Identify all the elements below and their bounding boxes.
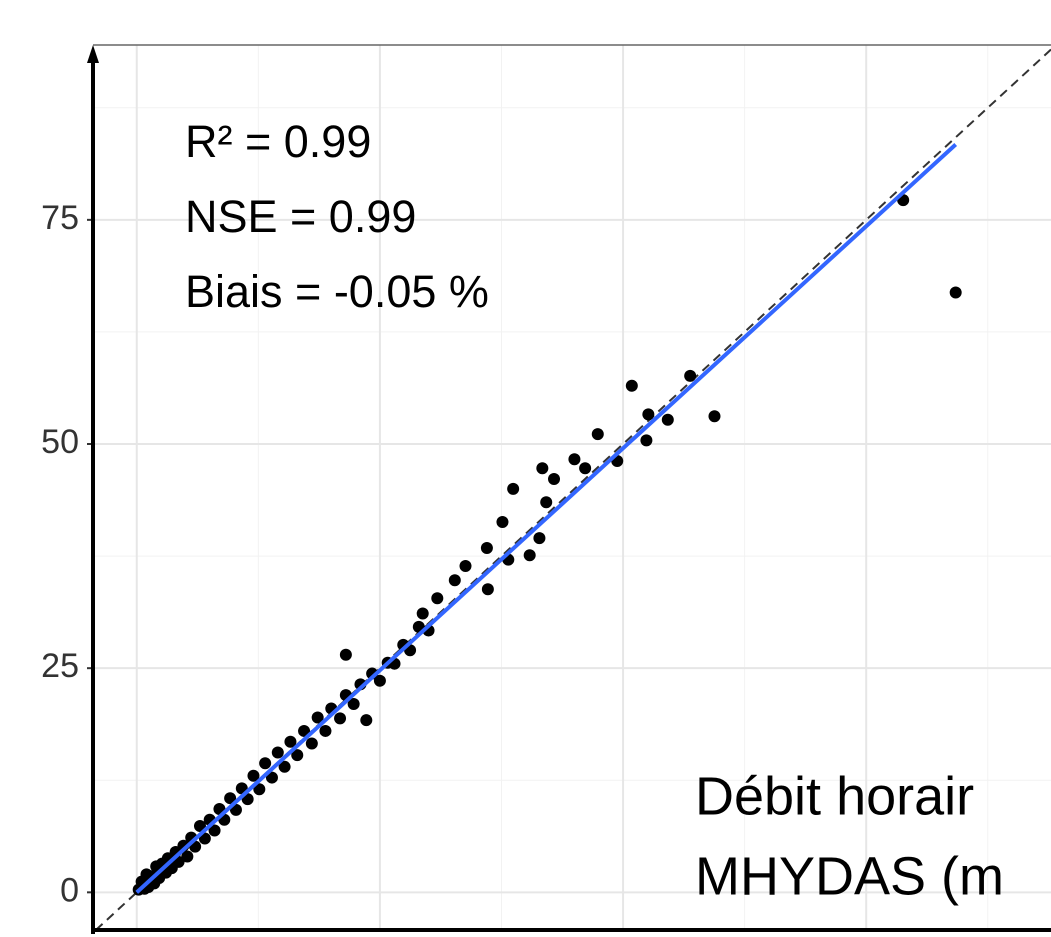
point: [661, 413, 674, 426]
fit-line: [135, 143, 958, 894]
point: [373, 674, 386, 687]
point: [416, 607, 429, 620]
point: [284, 735, 297, 748]
point: [507, 482, 520, 495]
point: [339, 648, 352, 661]
point: [496, 516, 509, 529]
point: [224, 792, 237, 805]
annotation: Biais = -0.05 %: [185, 266, 489, 317]
point: [311, 711, 324, 724]
point: [347, 698, 360, 711]
point: [640, 434, 653, 447]
y-tick-label: 50: [41, 423, 79, 461]
annotation: NSE = 0.99: [185, 191, 416, 242]
y-axis-arrow: [87, 45, 99, 63]
point: [208, 824, 221, 837]
point: [536, 462, 549, 475]
point: [305, 737, 318, 750]
point: [642, 408, 655, 421]
point: [181, 850, 194, 863]
point: [271, 746, 284, 759]
point: [265, 771, 278, 784]
point: [579, 462, 592, 475]
point: [193, 819, 206, 832]
point: [247, 769, 260, 782]
point: [548, 472, 561, 485]
y-tick-label: 75: [41, 199, 79, 237]
point: [523, 549, 536, 562]
point: [278, 760, 291, 773]
point: [259, 757, 272, 770]
annotation: R² = 0.99: [185, 116, 371, 167]
point: [568, 453, 581, 466]
point: [459, 559, 472, 572]
point: [480, 542, 493, 555]
axis-label: Débit horair: [695, 766, 974, 826]
point: [533, 532, 546, 545]
point: [625, 379, 638, 392]
y-tick-label: 0: [60, 871, 79, 909]
point: [591, 428, 604, 441]
axis-label: MHYDAS (m: [695, 846, 1004, 906]
point: [540, 496, 553, 509]
point: [949, 286, 962, 299]
y-tick-label: 25: [41, 647, 79, 685]
point: [334, 712, 347, 725]
point: [298, 724, 311, 737]
point: [481, 583, 494, 596]
point: [253, 783, 266, 796]
point: [291, 749, 304, 762]
plot-background: [93, 45, 1051, 930]
point: [448, 574, 461, 587]
point: [319, 724, 332, 737]
point: [708, 410, 721, 423]
point: [684, 369, 697, 382]
point: [431, 592, 444, 605]
point: [360, 714, 373, 727]
